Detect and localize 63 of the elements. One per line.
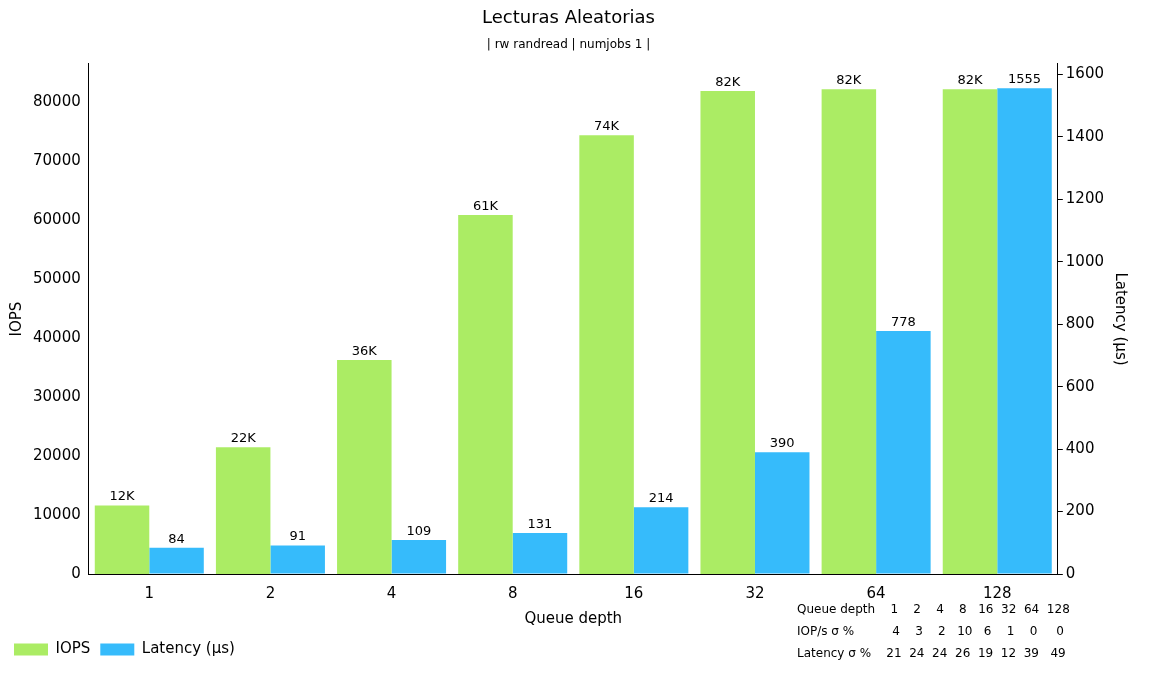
data-label: 778 (890, 313, 916, 329)
data-label: 390 (769, 435, 795, 451)
x-tick-label: 32 (745, 583, 765, 602)
bar (754, 452, 810, 574)
y-tick-label: 70000 (33, 151, 81, 170)
y2-tick-label: 1400 (1065, 126, 1105, 145)
data-label: 74K (594, 118, 620, 134)
y-tick-label: 0 (71, 563, 81, 582)
y-axis-title: IOPS (6, 301, 25, 337)
legend-label: IOPS (55, 639, 91, 658)
x-tick-label: 2 (265, 583, 276, 602)
data-label: 22K (230, 430, 257, 446)
y-tick-label: 30000 (33, 387, 81, 406)
y2-tick-label: 1000 (1065, 251, 1105, 270)
y2-axis-title: Latency (µs) (1112, 272, 1131, 366)
chart-subtitle: | rw randread | numjobs 1 | (486, 36, 651, 51)
y-tick-label: 10000 (33, 504, 81, 523)
x-tick-label: 8 (507, 583, 518, 602)
bar (337, 359, 392, 574)
legend-label: Latency (µs) (141, 639, 235, 658)
y-tick-label: 20000 (33, 445, 81, 464)
x-tick-label: 64 (866, 583, 886, 602)
y-tick-label: 50000 (33, 269, 81, 288)
bar (215, 447, 271, 574)
bar (458, 214, 513, 574)
data-label: 82K (715, 74, 741, 89)
y2-tick-label: 1600 (1065, 64, 1105, 83)
chart-title: Lecturas Aleatorias (482, 6, 655, 28)
x-tick-label: 4 (386, 583, 397, 602)
y2-tick-label: 800 (1065, 314, 1095, 333)
y2-tick-label: 600 (1065, 376, 1095, 395)
text: Queue depth 1 2 4 8 16 32 64 128 (797, 602, 1070, 616)
data-label: 82K (957, 72, 983, 88)
data-label: 214 (648, 490, 674, 506)
y-tick-label: 60000 (33, 210, 81, 229)
bar (270, 545, 325, 574)
bar (94, 505, 150, 574)
data-label: 12K (109, 488, 136, 504)
data-label: 36K (351, 342, 378, 358)
text: IOP/s σ % 4 3 2 10 6 1 0 0 (797, 623, 1065, 640)
text: Latency σ % 21 24 24 26 19 12 39 49 (797, 645, 1067, 662)
bar (700, 91, 755, 574)
data-label: 1555 (1007, 71, 1042, 87)
y2-tick-label: 400 (1065, 438, 1095, 457)
bar (391, 539, 447, 574)
y2-tick-label: 200 (1065, 501, 1095, 520)
data-label: 109 (406, 522, 432, 538)
x-tick-label: 1 (144, 583, 155, 602)
y2-tick-label: 1200 (1065, 189, 1105, 208)
x-tick-label: 128 (982, 583, 1012, 602)
y-tick-label: 40000 (33, 328, 81, 347)
data-label: 84 (168, 530, 185, 546)
x-tick-label: 16 (624, 583, 644, 602)
bar (579, 135, 634, 574)
y-tick-label: 80000 (33, 92, 81, 111)
bar (633, 507, 689, 574)
y2-tick-label: 0 (1065, 563, 1076, 582)
data-label: 82K (836, 72, 862, 88)
data-label: 61K (472, 197, 499, 213)
bar (512, 533, 568, 574)
x-axis-title: Queue depth (524, 608, 623, 627)
data-label: 91 (289, 528, 306, 544)
data-label: 131 (527, 515, 553, 531)
